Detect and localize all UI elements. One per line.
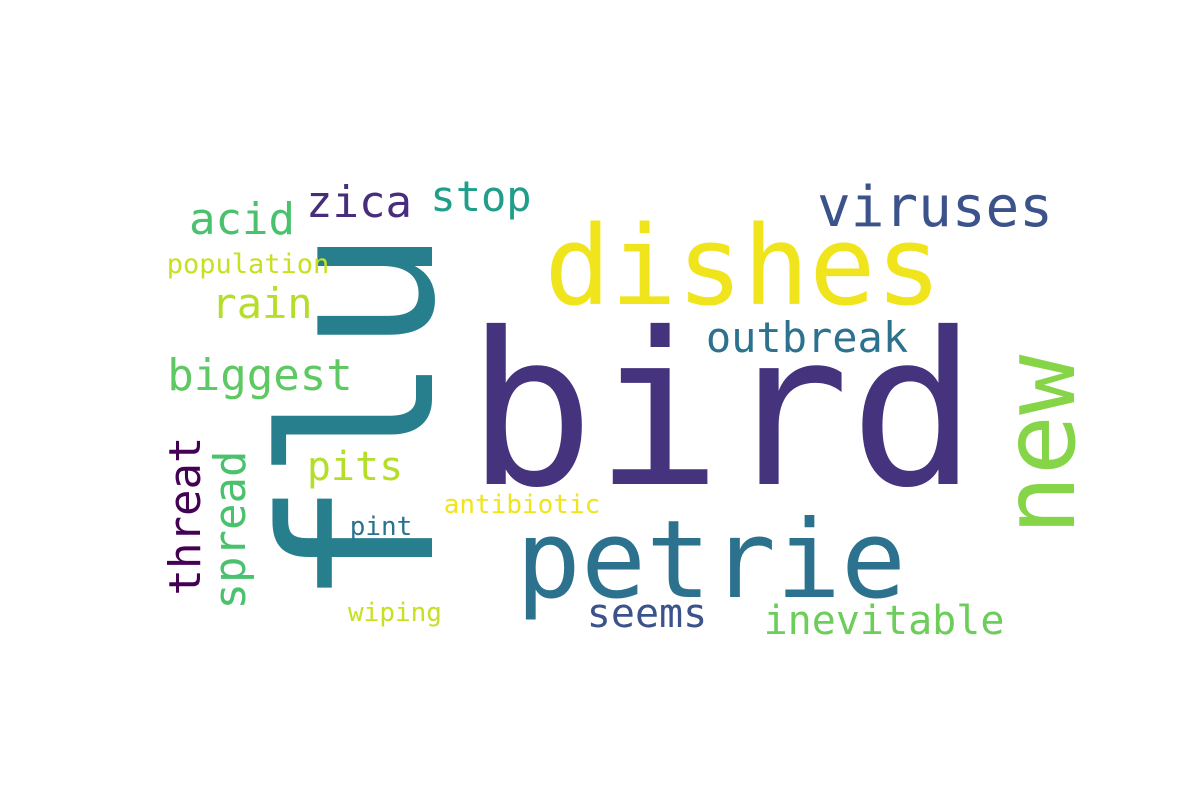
word-flu: flu — [237, 228, 482, 607]
word-new: new — [981, 354, 1098, 535]
word-outbreak: outbreak — [706, 313, 908, 362]
word-stop: stop — [430, 172, 531, 221]
word-viruses: viruses — [817, 175, 1053, 240]
word-wiping: wiping — [348, 598, 442, 628]
word-biggest: biggest — [167, 350, 352, 401]
word-acid: acid — [189, 194, 295, 245]
word-seems: seems — [587, 591, 707, 637]
word-antibiotic: antibiotic — [444, 490, 601, 520]
word-pits: pits — [307, 444, 403, 490]
word-dishes: dishes — [544, 202, 941, 330]
word-petrie: petrie — [516, 498, 906, 623]
word-threat: threat — [160, 437, 211, 596]
word-pint: pint — [350, 512, 413, 542]
word-population: population — [167, 249, 330, 280]
word-rain: rain — [211, 279, 312, 328]
word-bird: bird — [467, 287, 978, 534]
word-zica: zica — [306, 177, 412, 228]
word-spread: spread — [205, 451, 256, 610]
word-inevitable: inevitable — [764, 598, 1005, 644]
